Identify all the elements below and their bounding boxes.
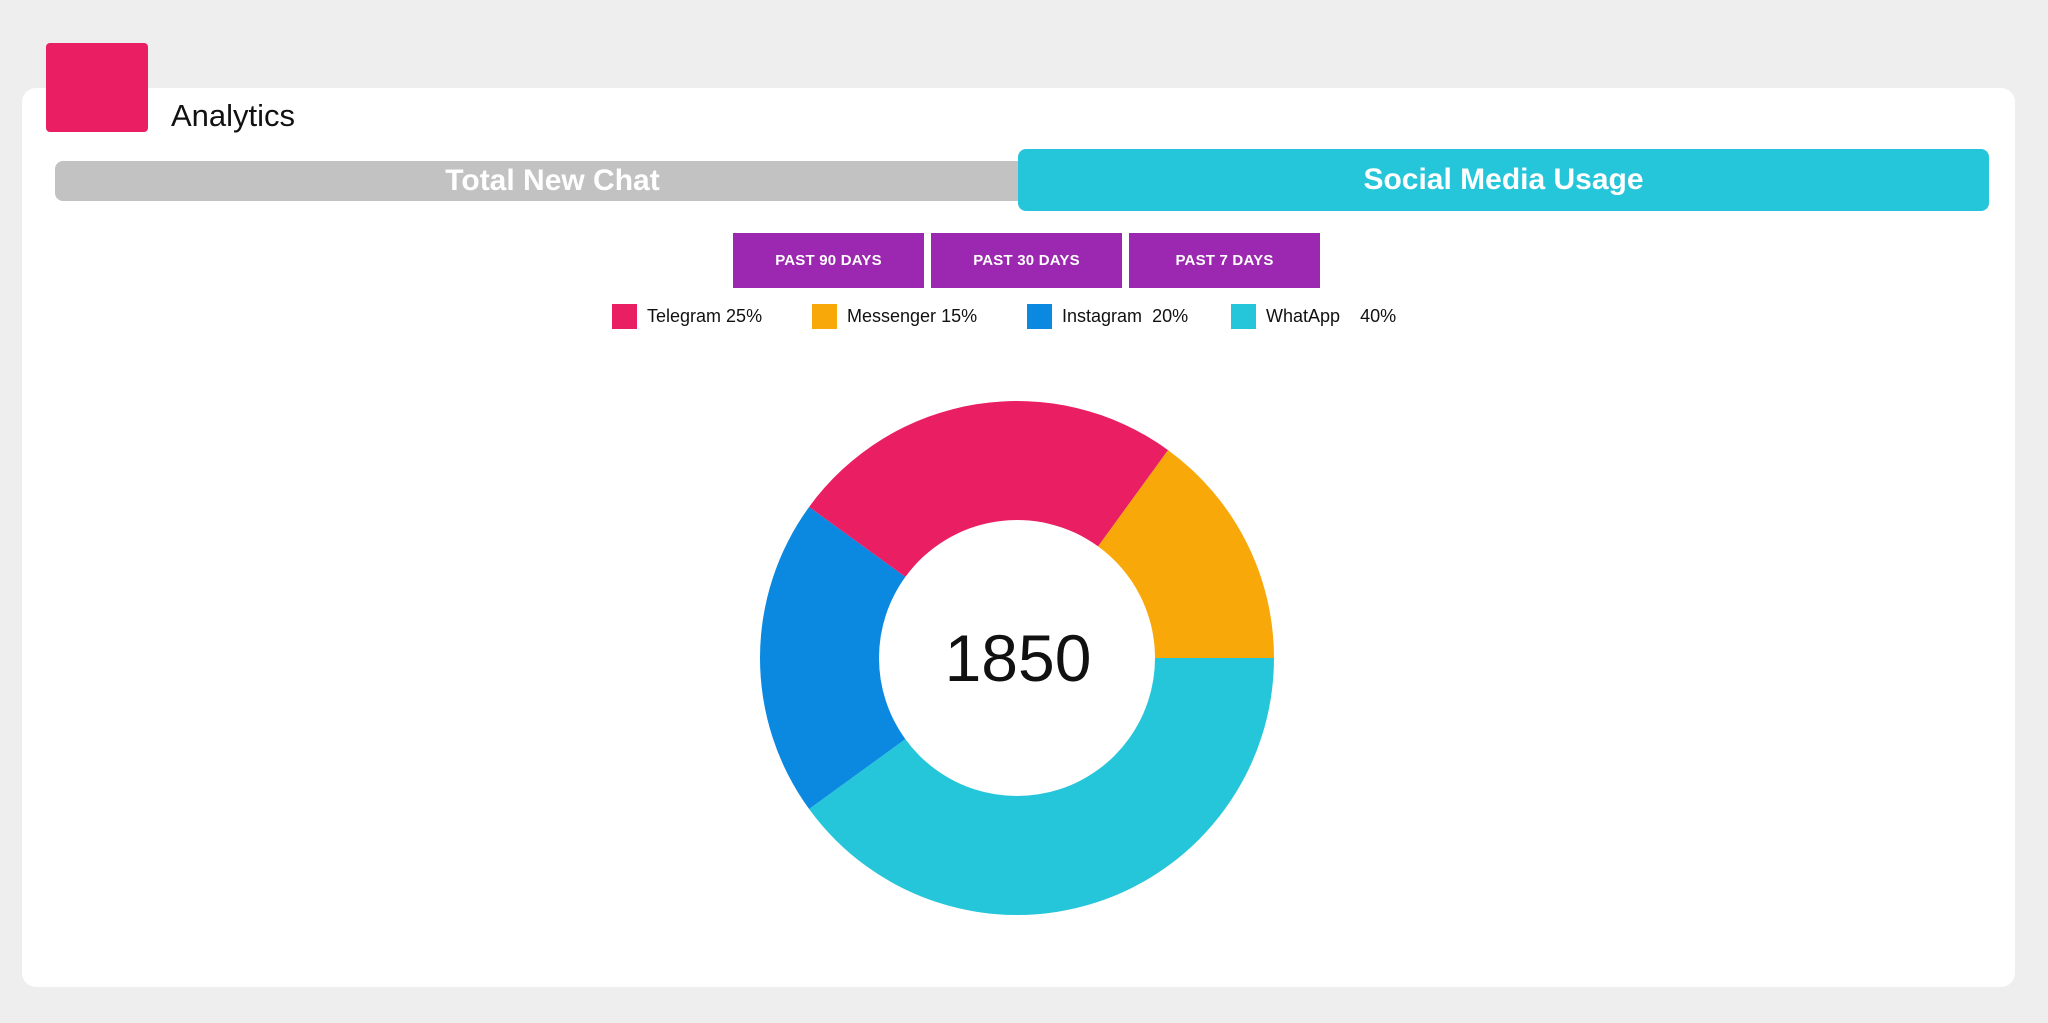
page-title: Analytics bbox=[171, 98, 296, 133]
legend-label: Telegram bbox=[647, 305, 722, 326]
legend-swatch bbox=[1231, 303, 1256, 329]
legend-item-messenger: Messenger 15% bbox=[812, 303, 977, 329]
past-7-days-button[interactable]: PAST 7 DAYS bbox=[1129, 233, 1320, 288]
legend-percent: 25% bbox=[726, 305, 763, 326]
legend-percent: 20% bbox=[1152, 305, 1189, 326]
donut-chart bbox=[760, 401, 1274, 915]
legend-swatch bbox=[612, 303, 637, 329]
logo bbox=[46, 43, 148, 132]
legend-swatch bbox=[812, 303, 837, 329]
donut-slice-messenger bbox=[1098, 450, 1274, 658]
legend-separator bbox=[1340, 306, 1360, 327]
legend-label: WhatApp bbox=[1266, 305, 1341, 326]
legend-item-whatapp: WhatApp 40% bbox=[1231, 303, 1396, 329]
tab-social-media-usage[interactable]: Social Media Usage bbox=[1018, 149, 1989, 211]
past-90-days-button[interactable]: PAST 90 DAYS bbox=[733, 233, 924, 288]
tab-total-new-chat[interactable]: Total New Chat bbox=[55, 161, 1050, 201]
donut-slice-whatapp bbox=[809, 658, 1274, 915]
legend-item-instagram: Instagram 20% bbox=[1027, 303, 1188, 329]
donut-center-total: 1850 bbox=[944, 621, 1092, 695]
past-30-days-button[interactable]: PAST 30 DAYS bbox=[931, 233, 1122, 288]
legend-percent: 40% bbox=[1360, 305, 1397, 326]
legend-item-telegram: Telegram 25% bbox=[612, 303, 762, 329]
legend-label: Instagram bbox=[1062, 305, 1143, 326]
donut-slice-telegram bbox=[809, 401, 1169, 577]
legend-swatch bbox=[1027, 303, 1052, 329]
donut-slice-instagram bbox=[760, 506, 906, 810]
legend-separator bbox=[1142, 306, 1152, 327]
legend-label: Messenger bbox=[847, 305, 937, 326]
legend-percent: 15% bbox=[941, 305, 978, 326]
